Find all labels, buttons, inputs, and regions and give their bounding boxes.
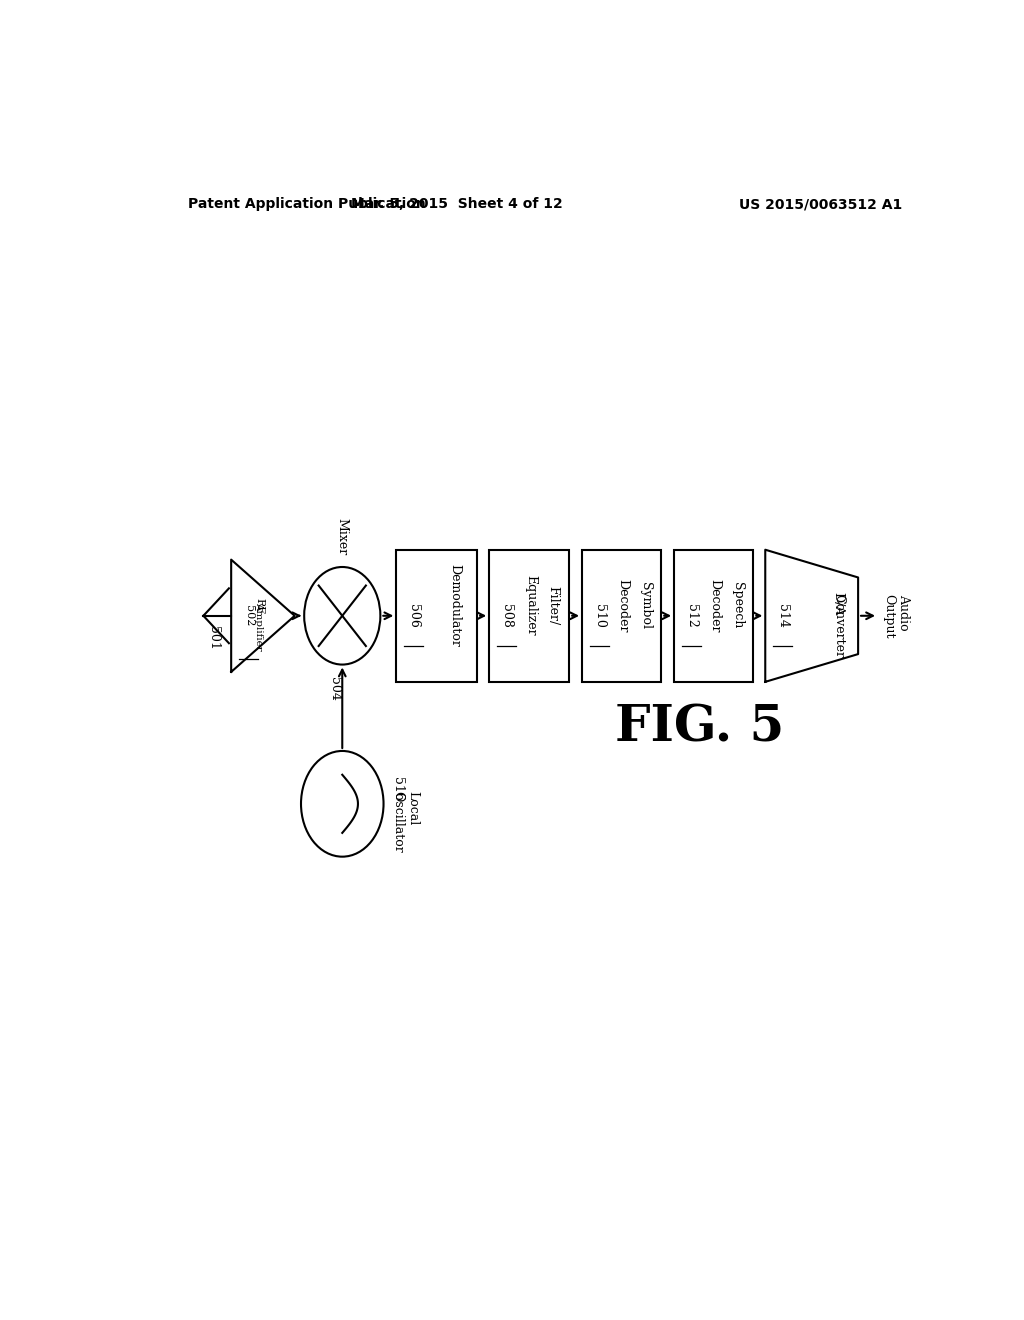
- Text: Patent Application Publication: Patent Application Publication: [187, 197, 425, 211]
- Text: 510: 510: [593, 603, 606, 628]
- Text: Speech: Speech: [731, 582, 744, 628]
- Bar: [396, 549, 477, 682]
- Text: Decoder: Decoder: [616, 579, 630, 632]
- Text: Audio
Output: Audio Output: [882, 594, 910, 638]
- Text: 508: 508: [500, 603, 513, 628]
- Bar: [489, 549, 569, 682]
- Text: 514: 514: [776, 603, 790, 628]
- Polygon shape: [231, 560, 295, 672]
- Text: Symbol: Symbol: [639, 582, 652, 630]
- Text: Filter/: Filter/: [547, 586, 560, 626]
- Text: 512: 512: [685, 605, 698, 627]
- Text: Mixer: Mixer: [336, 517, 349, 554]
- Text: 516: 516: [391, 776, 404, 800]
- Text: Demodulator: Demodulator: [449, 564, 461, 647]
- Text: Decoder: Decoder: [709, 579, 721, 632]
- Text: 501: 501: [207, 626, 220, 649]
- Text: RF: RF: [254, 598, 264, 614]
- Text: 506: 506: [408, 603, 420, 628]
- Text: 502: 502: [244, 605, 254, 627]
- Text: Amplifier: Amplifier: [254, 602, 263, 651]
- Text: 504: 504: [328, 677, 341, 701]
- Text: FIG. 5: FIG. 5: [614, 704, 784, 752]
- Bar: [582, 549, 662, 682]
- Polygon shape: [765, 549, 858, 682]
- Text: Local
Oscillator: Local Oscillator: [391, 791, 420, 853]
- Text: Converter: Converter: [831, 594, 845, 657]
- Text: Mar. 5, 2015  Sheet 4 of 12: Mar. 5, 2015 Sheet 4 of 12: [351, 197, 563, 211]
- Text: US 2015/0063512 A1: US 2015/0063512 A1: [739, 197, 902, 211]
- Text: Equalizer: Equalizer: [524, 576, 537, 636]
- Text: D/A: D/A: [831, 591, 845, 615]
- Bar: [674, 549, 754, 682]
